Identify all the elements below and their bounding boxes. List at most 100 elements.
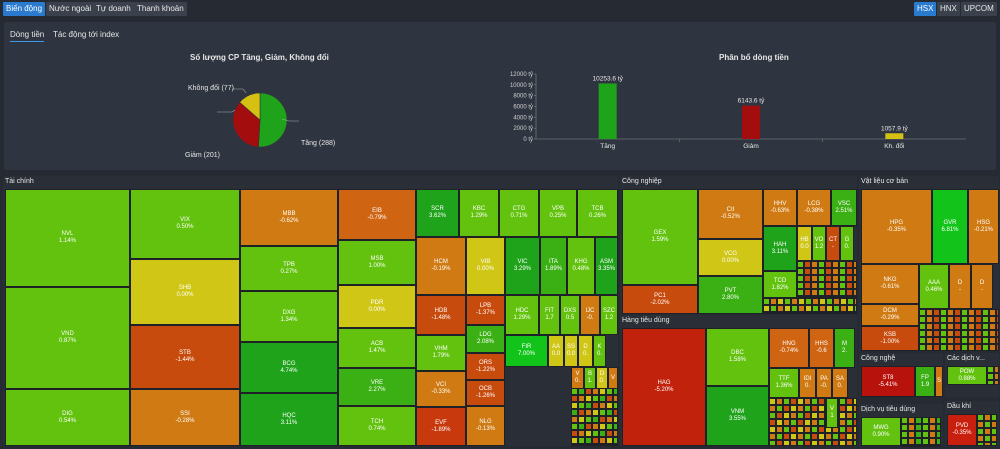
stock-tile-small[interactable]: [790, 398, 797, 405]
stock-tile-small[interactable]: [578, 430, 585, 437]
stock-tile-d[interactable]: D-: [949, 264, 971, 309]
stock-tile-vci[interactable]: VCI -0.33%: [416, 371, 466, 407]
stock-tile-small[interactable]: [908, 417, 915, 424]
stock-tile-small[interactable]: [818, 426, 825, 433]
stock-tile-small[interactable]: [947, 337, 954, 344]
stock-tile-small[interactable]: [933, 309, 940, 316]
stock-tile-dbc[interactable]: DBC 1.58%: [706, 328, 769, 386]
stock-tile-small[interactable]: [819, 305, 826, 312]
stock-tile-small[interactable]: [791, 305, 798, 312]
stock-tile-small[interactable]: [839, 296, 846, 298]
stock-tile-small[interactable]: [585, 430, 592, 437]
stock-tile-small[interactable]: [846, 440, 853, 446]
stock-tile-small[interactable]: [954, 323, 961, 330]
sector-title[interactable]: Hàng tiêu dùng: [622, 317, 670, 324]
stock-tile-small[interactable]: [825, 275, 832, 282]
tab-tu-doanh[interactable]: Tự doanh: [93, 2, 134, 16]
stock-tile-small[interactable]: [804, 440, 811, 446]
stock-tile-small[interactable]: [994, 380, 999, 385]
stock-tile-vnm[interactable]: VNM 3.55%: [706, 386, 769, 446]
stock-tile-small[interactable]: [991, 421, 997, 428]
stock-tile-small[interactable]: [832, 282, 839, 289]
stock-tile-small[interactable]: [811, 261, 818, 268]
stock-tile-small[interactable]: [606, 388, 613, 395]
stock-tile-small[interactable]: [968, 337, 975, 344]
stock-tile-kbc[interactable]: KBC 1.29%: [459, 189, 499, 237]
stock-tile-small[interactable]: [940, 344, 947, 351]
stock-tile-small[interactable]: [853, 282, 857, 289]
stock-tile-vib[interactable]: VIB 0.00%: [466, 237, 505, 295]
stock-tile-small[interactable]: [853, 433, 857, 440]
stock-tile-small[interactable]: [982, 330, 989, 337]
stock-tile-small[interactable]: [804, 412, 811, 419]
stock-tile-small[interactable]: [797, 282, 804, 289]
stock-tile-small[interactable]: [797, 440, 804, 446]
stock-tile-ksb[interactable]: KSB -1.00%: [861, 326, 919, 351]
stock-tile-small[interactable]: [606, 395, 613, 402]
stock-tile-small[interactable]: [776, 419, 783, 426]
stock-tile-small[interactable]: [996, 337, 999, 344]
stock-tile-small[interactable]: [599, 402, 606, 409]
stock-tile-small[interactable]: [797, 419, 804, 426]
stock-tile-small[interactable]: [996, 344, 999, 351]
stock-tile-hqc[interactable]: HQC 3.11%: [240, 393, 338, 446]
stock-tile-v[interactable]: V 0.: [571, 367, 584, 389]
stock-tile-small[interactable]: [770, 312, 777, 314]
stock-tile-small[interactable]: [819, 298, 826, 305]
stock-tile-small[interactable]: [991, 428, 997, 435]
stock-tile-small[interactable]: [599, 423, 606, 430]
stock-tile-small[interactable]: [839, 440, 846, 446]
stock-tile-pvt[interactable]: PVT 2.80%: [698, 276, 763, 314]
stock-tile-small[interactable]: [901, 417, 908, 424]
stock-tile-small[interactable]: [853, 398, 857, 405]
stock-tile-small[interactable]: [811, 282, 818, 289]
stock-tile-small[interactable]: [578, 395, 585, 402]
stock-tile-small[interactable]: [977, 414, 984, 421]
stock-tile-small[interactable]: [846, 268, 853, 275]
stock-tile-small[interactable]: [804, 261, 811, 268]
stock-tile-small[interactable]: [804, 426, 811, 433]
stock-tile-small[interactable]: [784, 312, 791, 314]
stock-tile-small[interactable]: [922, 445, 929, 447]
stock-tile-small[interactable]: [839, 433, 846, 440]
stock-tile-small[interactable]: [571, 402, 578, 409]
stock-tile-s[interactable]: S: [935, 366, 943, 397]
stock-tile-small[interactable]: [929, 438, 936, 445]
stock-tile-b[interactable]: B 1.: [584, 367, 596, 389]
stock-tile-eib[interactable]: EIB -0.79%: [338, 189, 416, 240]
stock-tile-small[interactable]: [839, 412, 846, 419]
stock-tile-small[interactable]: [826, 305, 833, 312]
stock-tile-small[interactable]: [797, 433, 804, 440]
stock-tile-small[interactable]: [954, 309, 961, 316]
stock-tile-small[interactable]: [585, 395, 592, 402]
stock-tile-small[interactable]: [929, 445, 936, 447]
stock-tile-small[interactable]: [811, 296, 818, 298]
stock-tile-small[interactable]: [804, 405, 811, 412]
stock-tile-small[interactable]: [769, 398, 776, 405]
stock-tile-small[interactable]: [571, 437, 578, 444]
stock-tile-small[interactable]: [783, 433, 790, 440]
stock-tile-small[interactable]: [784, 305, 791, 312]
stock-tile-small[interactable]: [804, 268, 811, 275]
stock-tile-small[interactable]: [592, 395, 599, 402]
stock-tile-ita[interactable]: ITA 1.89%: [540, 237, 567, 295]
stock-tile-small[interactable]: [592, 388, 599, 395]
stock-tile-aaa[interactable]: AAA 0.46%: [919, 264, 949, 309]
stock-tile-small[interactable]: [798, 305, 805, 312]
stock-tile-small[interactable]: [613, 388, 618, 395]
stock-tile-small[interactable]: [922, 417, 929, 424]
stock-tile-aa[interactable]: AA 0.0: [548, 335, 564, 367]
stock-tile-small[interactable]: [846, 398, 853, 405]
bar-0[interactable]: [598, 83, 617, 139]
stock-tile-small[interactable]: [989, 316, 996, 323]
stock-tile-khg[interactable]: KHG 0.48%: [567, 237, 595, 295]
stock-tile-small[interactable]: [853, 275, 857, 282]
stock-tile-small[interactable]: [954, 330, 961, 337]
stock-tile-small[interactable]: [783, 440, 790, 446]
stock-tile-small[interactable]: [936, 431, 941, 438]
stock-tile-fir[interactable]: FIR 7.00%: [505, 335, 548, 367]
stock-tile-small[interactable]: [769, 426, 776, 433]
stock-tile-small[interactable]: [984, 421, 991, 428]
stock-tile-small[interactable]: [991, 442, 997, 446]
